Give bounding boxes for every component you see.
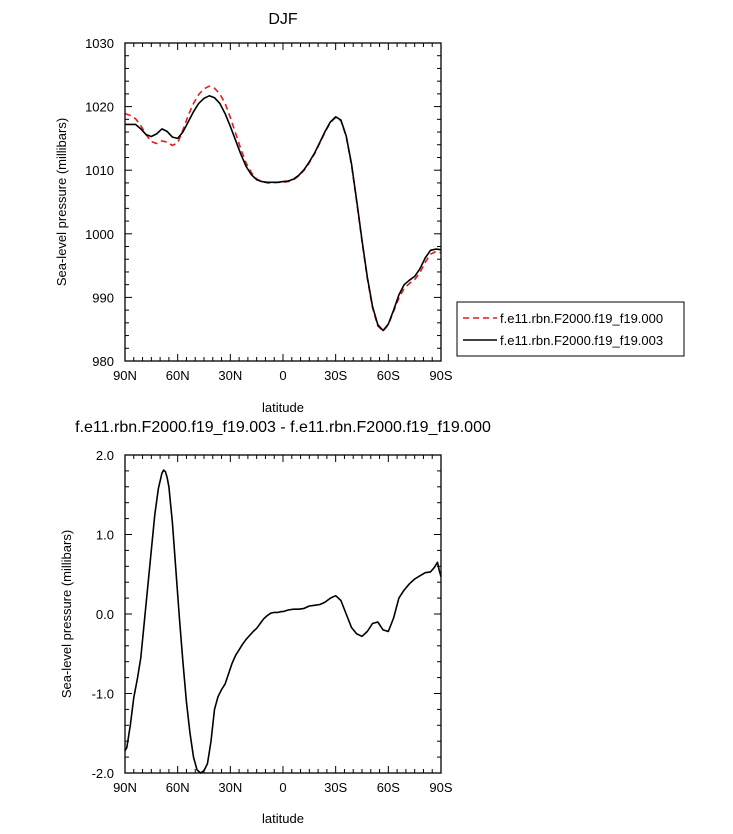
y-tick-label: -1.0 [92, 687, 114, 702]
y-axis-label: Sea-level pressure (millibars) [59, 530, 74, 698]
series-line-1 [124, 85, 442, 332]
chart-title: DJF [268, 11, 298, 28]
panel-difference: f.e11.rbn.F2000.f19_f19.003 - f.e11.rbn.… [59, 419, 491, 826]
legend-label-series-1: f.e11.rbn.F2000.f19_f19.000 [500, 311, 663, 326]
panel-djf: DJF Sea-level pressure (millibars) latit… [54, 11, 685, 415]
x-axis-label: latitude [262, 811, 304, 826]
series-lines [124, 469, 442, 774]
x-tick-label: 30S [324, 368, 347, 383]
y-tick-label: 1010 [85, 163, 114, 178]
y-tick-label: 1000 [85, 227, 114, 242]
y-tick-label: 0.0 [96, 607, 114, 622]
x-tick-label: 60S [377, 780, 400, 795]
x-tick-label: 30N [218, 368, 242, 383]
legend: f.e11.rbn.F2000.f19_f19.000 f.e11.rbn.F2… [456, 301, 685, 357]
chart-title: f.e11.rbn.F2000.f19_f19.003 - f.e11.rbn.… [75, 419, 491, 436]
x-tick-label: 90S [429, 368, 452, 383]
y-tick-label: -2.0 [92, 766, 114, 781]
series-lines [124, 85, 442, 332]
x-tick-label: 90S [429, 780, 452, 795]
x-tick-label: 30S [324, 780, 347, 795]
y-tick-label: 1.0 [96, 528, 114, 543]
x-tick-label: 30N [218, 780, 242, 795]
y-axis-label: Sea-level pressure (millibars) [54, 118, 69, 286]
x-axis-label: latitude [262, 400, 304, 415]
legend-label-series-2: f.e11.rbn.F2000.f19_f19.003 [500, 333, 663, 348]
y-tick-label: 990 [92, 290, 114, 305]
y-tick-label: 1030 [85, 36, 114, 51]
y-tick-label: 1020 [85, 100, 114, 115]
plot-frame [124, 42, 442, 362]
plot-frame [124, 454, 442, 774]
x-tick-label: 60N [166, 368, 190, 383]
legend-box [456, 301, 685, 357]
y-tick-label: 2.0 [96, 448, 114, 463]
series-line-1 [124, 469, 442, 774]
y-tick-label: 980 [92, 354, 114, 369]
series-line-2 [125, 95, 442, 332]
x-tick-label: 60S [377, 368, 400, 383]
x-tick-label: 90N [113, 780, 137, 795]
axis-ticks: 90N 60N 30N 0 30S 60S 90S 980 990 1000 1010 1020 103… [85, 36, 453, 383]
axis-ticks: 90N 60N 30N 0 30S 60S 90S -2.0 -1.0 0.0 1.0 2.0 [92, 448, 453, 795]
x-tick-label: 0 [279, 368, 286, 383]
x-tick-label: 90N [113, 368, 137, 383]
x-tick-label: 0 [279, 780, 286, 795]
x-tick-label: 60N [166, 780, 190, 795]
